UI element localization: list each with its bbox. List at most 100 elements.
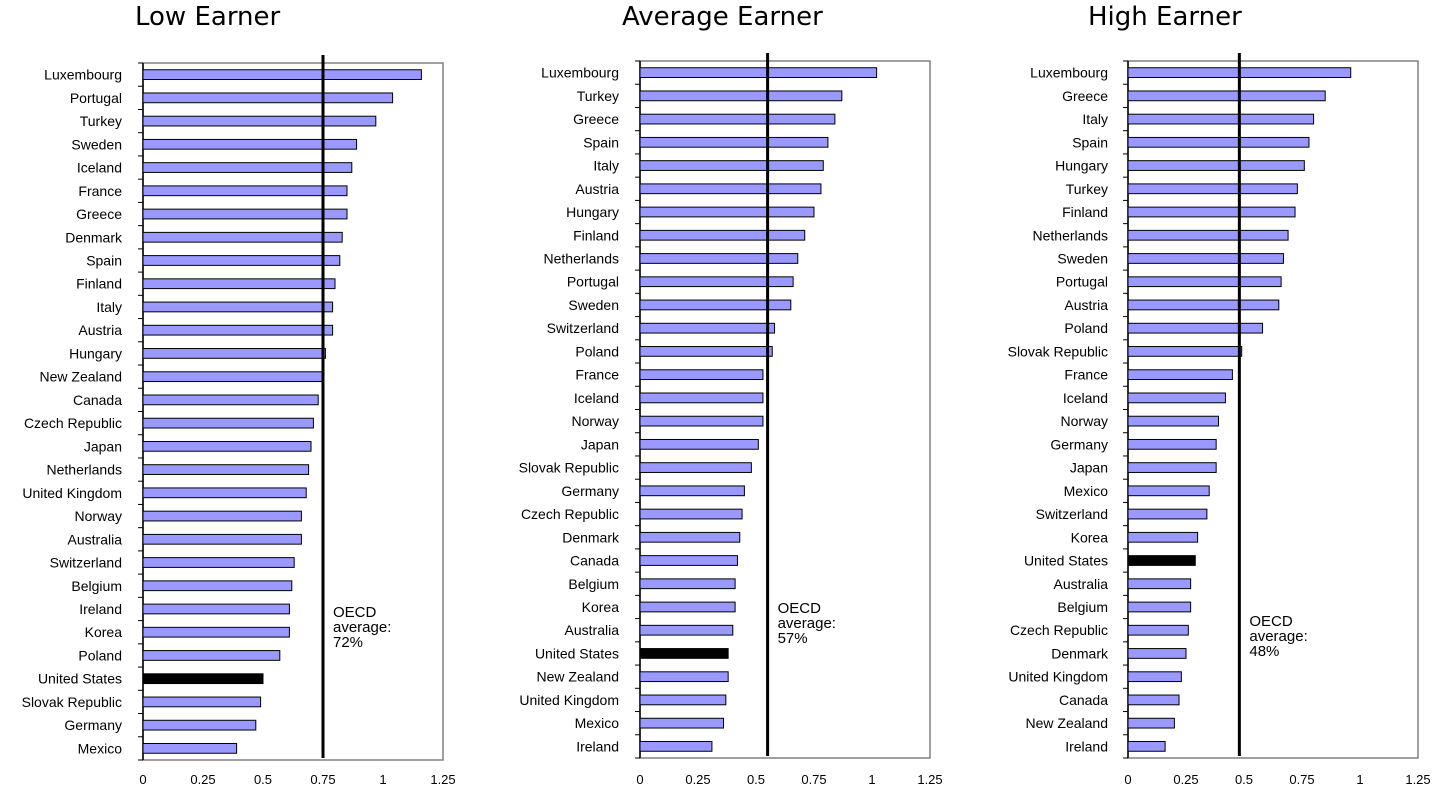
- bar-netherlands: [1127, 229, 1289, 241]
- bar-united-kingdom: [1127, 671, 1182, 683]
- category-label: Luxembourg: [541, 65, 619, 81]
- bar-switzerland: [142, 557, 295, 568]
- category-label: United States: [535, 645, 619, 661]
- bar-italy: [142, 301, 334, 313]
- x-tick-label: 0.75: [801, 772, 826, 787]
- oecd-average-label-line: 48%: [1249, 643, 1279, 660]
- category-label: France: [575, 367, 619, 383]
- category-label: Netherlands: [1033, 227, 1109, 243]
- bar-mexico: [639, 717, 725, 729]
- bar-japan: [639, 438, 759, 450]
- category-label: Switzerland: [547, 320, 619, 336]
- bar-czech-republic: [639, 508, 743, 520]
- category-label: Spain: [86, 252, 122, 268]
- category-label: Portugal: [1056, 274, 1108, 290]
- bar-spain: [639, 136, 829, 148]
- category-label: Finland: [1062, 204, 1108, 220]
- x-tick-label: 0.75: [310, 772, 335, 787]
- bar-spain: [1127, 136, 1310, 148]
- bar-austria: [639, 183, 822, 195]
- bar-united-states: [142, 673, 264, 685]
- category-label: Denmark: [65, 229, 123, 245]
- x-tick-label: 0: [139, 772, 146, 787]
- category-label: Finland: [76, 276, 122, 292]
- category-label: Czech Republic: [24, 415, 122, 431]
- bar-norway: [639, 415, 764, 427]
- category-label: Canada: [1059, 692, 1108, 708]
- category-label: Turkey: [1066, 181, 1108, 197]
- category-label: Luxembourg: [44, 67, 122, 83]
- oecd-average-label-line: average:: [1249, 628, 1307, 645]
- chart-panel-1: Luxembourg Turkey Greece Spain Italy Austria H…: [519, 53, 943, 787]
- bar-spain: [142, 255, 341, 266]
- bar-hungary: [142, 348, 326, 359]
- category-label: Denmark: [562, 529, 620, 545]
- oecd-average-label-line: 57%: [778, 630, 808, 647]
- category-label: Sweden: [568, 297, 619, 313]
- category-label: Portugal: [567, 274, 619, 290]
- bar-luxembourg: [639, 67, 878, 78]
- category-label: Greece: [1062, 88, 1108, 104]
- bar-austria: [142, 324, 334, 336]
- category-label: Hungary: [566, 204, 619, 220]
- bar-france: [639, 369, 764, 381]
- bar-canada: [142, 394, 319, 406]
- category-label: Italy: [96, 299, 122, 315]
- chart-panel-2: Luxembourg Greece Italy Spain Hungary Turkey F…: [1008, 53, 1431, 787]
- bar-italy: [1127, 113, 1315, 125]
- category-label: Poland: [575, 343, 619, 359]
- category-label: France: [78, 183, 122, 199]
- category-label: Japan: [1070, 460, 1108, 476]
- bar-korea: [639, 601, 736, 613]
- bar-germany: [1127, 438, 1217, 450]
- bar-korea: [142, 626, 290, 638]
- bar-portugal: [142, 92, 394, 104]
- bar-germany: [142, 719, 257, 731]
- bar-canada: [639, 555, 738, 566]
- category-label: New Zealand: [537, 669, 620, 685]
- panel-title-average-earner: Average Earner: [622, 2, 823, 32]
- bar-finland: [142, 278, 336, 290]
- bar-germany: [639, 485, 745, 497]
- bar-czech-republic: [1127, 624, 1189, 636]
- bar-ireland: [639, 741, 713, 752]
- category-label: United Kingdom: [519, 692, 619, 708]
- category-label: Iceland: [574, 390, 619, 406]
- category-label: Switzerland: [1036, 506, 1108, 522]
- x-tick-label: 1.25: [430, 772, 455, 787]
- bar-slovak-republic: [1127, 346, 1243, 357]
- bar-italy: [639, 160, 824, 171]
- bar-netherlands: [142, 464, 310, 475]
- x-tick-label: 0: [636, 772, 643, 787]
- category-label: Portugal: [70, 90, 122, 106]
- category-label: Austria: [1064, 297, 1108, 313]
- bar-czech-republic: [142, 417, 314, 429]
- category-label: Slovak Republic: [1008, 343, 1108, 359]
- category-label: Belgium: [1057, 599, 1108, 615]
- category-label: Italy: [593, 158, 619, 174]
- bar-australia: [142, 533, 302, 545]
- category-label: Denmark: [1051, 645, 1109, 661]
- bar-slovak-republic: [639, 462, 752, 473]
- bar-united-kingdom: [142, 487, 307, 499]
- bar-netherlands: [639, 253, 799, 264]
- bar-portugal: [639, 276, 794, 288]
- category-label: Luxembourg: [1030, 65, 1108, 81]
- bar-sweden: [142, 138, 358, 150]
- category-label: United Kingdom: [22, 485, 122, 501]
- category-label: Greece: [573, 111, 619, 127]
- category-label: Sweden: [1057, 250, 1108, 266]
- category-label: Turkey: [80, 113, 122, 129]
- category-label: Belgium: [71, 578, 122, 594]
- bar-poland: [142, 650, 281, 661]
- bar-finland: [639, 229, 806, 241]
- bar-greece: [142, 208, 348, 220]
- bar-turkey: [639, 90, 843, 102]
- category-label: Ireland: [1065, 738, 1108, 754]
- oecd-average-label-line: OECD: [1249, 613, 1293, 630]
- category-label: United States: [1024, 553, 1108, 569]
- category-label: Canada: [73, 392, 122, 408]
- category-label: Turkey: [577, 88, 619, 104]
- bar-new-zealand: [639, 671, 729, 683]
